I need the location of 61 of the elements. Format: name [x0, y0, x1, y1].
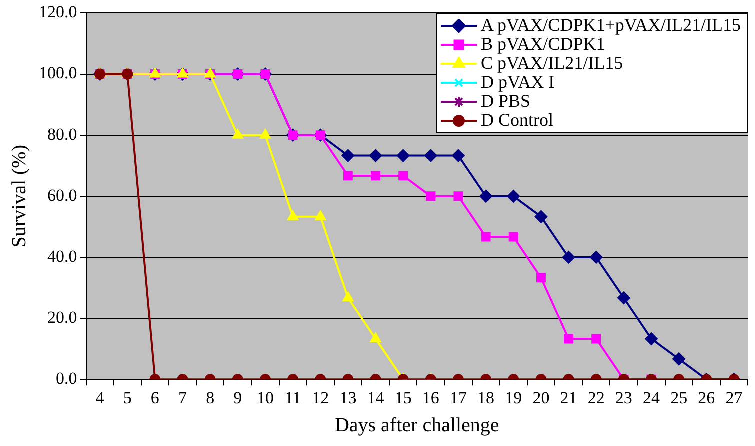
- x-tick-label: 9: [234, 388, 242, 408]
- x-tick-label: 11: [284, 388, 302, 408]
- point: [424, 149, 438, 162]
- x-tick-label: 27: [726, 388, 744, 408]
- point: [314, 210, 326, 220]
- y-tick-label: 120.0: [39, 2, 78, 22]
- y-tick-label: 40.0: [48, 246, 78, 266]
- x-tick-label: 19: [505, 388, 522, 408]
- point: [343, 171, 353, 181]
- x-tick-label: 21: [560, 388, 578, 408]
- point: [536, 273, 546, 283]
- x-tick-label: 24: [642, 388, 660, 408]
- y-tick-label: 60.0: [48, 186, 78, 205]
- x-tick-label: 10: [256, 388, 274, 408]
- x-tick-label: 23: [615, 388, 632, 408]
- y-tick-label: 80.0: [48, 124, 78, 144]
- x-tick-label: 14: [367, 388, 385, 408]
- point: [398, 171, 408, 181]
- point: [287, 210, 299, 220]
- point: [481, 232, 491, 242]
- x-tick-label: 5: [123, 388, 132, 408]
- legend-label: B pVAX/CDPK1: [481, 34, 606, 54]
- x-tick-label: 25: [670, 388, 688, 408]
- y-tick-label: 100.0: [39, 64, 78, 83]
- x-axis-title: Days after challenge: [334, 414, 500, 436]
- y-axis-title: Survival (%): [8, 145, 30, 248]
- legend-label: D Control: [481, 110, 554, 130]
- point: [508, 232, 518, 242]
- legend-label: C pVAX/IL21/IL15: [481, 53, 624, 74]
- point: [342, 292, 354, 302]
- point: [590, 250, 603, 264]
- x-tick-label: 18: [478, 388, 495, 408]
- y-tick-label: 20.0: [48, 308, 78, 327]
- point: [507, 190, 520, 203]
- x-tick-label: 6: [150, 388, 160, 408]
- x-tick-label: 22: [588, 388, 605, 408]
- point: [342, 149, 355, 162]
- y-tick-label: 0.0: [56, 369, 78, 388]
- x-tick-label: 13: [340, 388, 357, 408]
- x-tick-label: 12: [312, 388, 330, 408]
- point: [369, 149, 382, 162]
- point: [452, 149, 465, 162]
- x-tick-label: 7: [178, 388, 188, 408]
- point: [371, 171, 381, 181]
- point: [454, 192, 464, 202]
- point: [370, 332, 382, 342]
- x-tick-label: 8: [206, 388, 215, 408]
- legend-label: D pVAX I: [481, 72, 555, 92]
- x-tick-label: 16: [422, 388, 440, 408]
- legend-label: D PBS: [481, 91, 531, 112]
- x-tick-label: 15: [394, 388, 412, 408]
- legend-label: A pVAX/CDPK1+pVAX/IL21/IL15: [481, 15, 742, 36]
- point: [534, 210, 548, 224]
- point: [426, 192, 436, 202]
- point: [396, 149, 410, 162]
- x-tick-label: 20: [532, 388, 550, 408]
- x-tick-label: 4: [96, 388, 105, 408]
- point: [562, 250, 576, 264]
- x-tick-label: 26: [698, 388, 716, 408]
- x-tick-label: 17: [450, 388, 468, 408]
- point: [480, 190, 493, 203]
